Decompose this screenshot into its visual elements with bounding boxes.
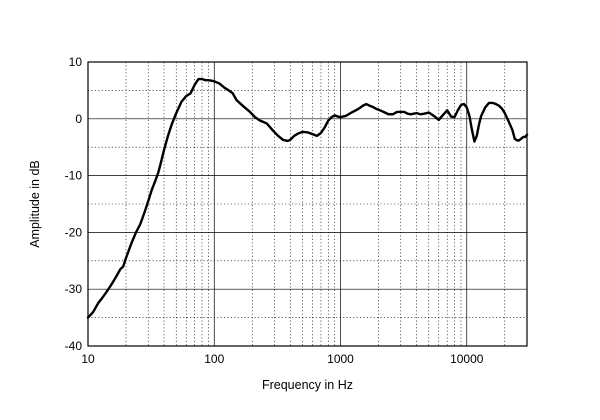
y-tick-label: 10 [69,55,83,69]
y-tick-label: -20 [65,225,83,239]
y-tick-label: 0 [75,112,82,126]
x-tick-label: 10000 [450,352,484,366]
x-tick-label: 1000 [327,352,354,366]
y-tick-label: -10 [65,169,83,183]
x-axis-ticks: 10 100 1000 10000 [81,352,483,366]
y-axis-title: Amplitude in dB [28,160,42,248]
y-tick-label: -40 [65,339,83,353]
y-axis-ticks: 10 0 -10 -20 -30 -40 [65,55,83,353]
x-tick-label: 100 [204,352,224,366]
x-axis-title: Frequency in Hz [262,378,353,392]
plot-area-frame [87,61,528,347]
y-tick-label: -30 [65,282,83,296]
series-line-amplitude [86,77,529,319]
x-tick-label: 10 [81,352,95,366]
